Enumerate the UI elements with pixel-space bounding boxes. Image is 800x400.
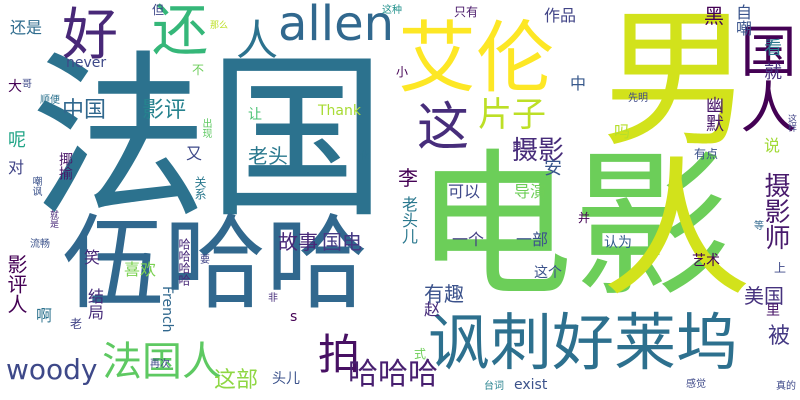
word-toupu: 头儿: [272, 371, 300, 387]
word-jiushi: 就是: [48, 210, 58, 228]
word-a: 啊: [36, 306, 53, 325]
word-shi: 式: [414, 347, 427, 361]
word-chaofeng: 嘲讽: [30, 176, 41, 196]
word-wuhaha: 伍哈哈: [62, 205, 368, 324]
word-zheyang: 这样: [786, 114, 796, 132]
word-jiegou: 结局: [85, 288, 104, 320]
word-rang: 让: [248, 107, 262, 123]
word-pianzi: 片子: [478, 95, 546, 135]
word-s: s: [290, 309, 298, 325]
word-guoren: 国人: [731, 22, 796, 134]
word-zhende: 真的: [776, 381, 796, 392]
word-fei: 非: [268, 293, 278, 304]
word-hahahaha: 哈哈哈哈: [177, 238, 191, 286]
word-nanren: 男人: [576, 0, 750, 300]
word-ne: 呢: [8, 130, 26, 151]
word-hua: 化: [360, 151, 370, 162]
word-ailun: 艾伦: [398, 14, 555, 104]
word-da: 大: [8, 79, 22, 95]
word-bei: 被: [768, 324, 791, 349]
word-zichao: 自嘲: [733, 4, 752, 36]
word-youdian: 有点: [694, 147, 719, 161]
word-deng: 等: [754, 221, 764, 232]
word-thank: Thank: [318, 103, 361, 119]
word-zaici: 再次: [150, 359, 170, 370]
word-yibu: 一部: [516, 230, 549, 249]
word-lao: 老: [70, 317, 83, 331]
word-faguoren: 法国人: [102, 339, 222, 385]
word-zhong: 中: [570, 74, 587, 93]
word-shezhi: 摄影: [512, 136, 565, 166]
word-zhege: 这个: [534, 265, 562, 281]
word-never: never: [66, 55, 107, 71]
word-ziji: 自己: [512, 141, 532, 152]
word-guodian: 国电: [322, 230, 362, 254]
word-ren: 人: [236, 16, 279, 65]
word-dan: 但: [152, 3, 165, 17]
word-shang: 上: [774, 261, 787, 275]
word-ganjue: 感觉: [686, 379, 706, 390]
word-renwei: 认为: [604, 235, 632, 251]
word-sheyingshi: 摄影师: [760, 172, 790, 250]
word-zhebu: 这部: [214, 368, 259, 393]
word-kan: 看: [764, 38, 782, 59]
word-li2: 李: [398, 166, 418, 190]
word-faguo: 法国: [30, 35, 386, 242]
word-zhiyou: 只有: [454, 5, 479, 19]
word-bu: 不: [192, 63, 205, 77]
word-ge: 哥: [22, 79, 32, 90]
word-dui: 对: [8, 158, 25, 177]
word-xianming: 先明: [628, 93, 648, 104]
word-hao: 好: [62, 3, 118, 68]
word-xihuan: 喜欢: [124, 260, 157, 279]
word-yige: 一个: [452, 230, 485, 249]
word-xiao: 笑: [84, 248, 101, 267]
word-guanxi: 关系: [193, 176, 207, 200]
word-zhao: 赵: [424, 300, 441, 319]
word-xiao2: 小: [396, 65, 409, 79]
word-yeyu: 揶揄: [57, 152, 73, 180]
word-laotouer: 老头儿: [399, 196, 418, 244]
word-zhongguo: 中国: [62, 98, 107, 123]
word-li: 里: [766, 303, 780, 319]
word-yingping: 影评: [142, 98, 187, 123]
word-fengci: 讽刺好莱坞: [428, 306, 739, 379]
word-liuchang: 流畅: [30, 239, 50, 250]
word-gushi: 故事: [278, 230, 318, 254]
word-laotou: 老头: [248, 144, 288, 168]
word-yingpingren: 影评人: [4, 254, 28, 314]
word-hai: 还: [152, 0, 208, 64]
word-french: French: [159, 286, 175, 333]
word-daoyan: 导演: [514, 182, 547, 201]
word-jiu: 就: [764, 62, 782, 83]
word-youqu: 有趣: [424, 282, 464, 306]
word-yishu: 艺术: [692, 253, 720, 269]
word-name: 那么: [210, 21, 229, 31]
word-yao: 要: [200, 255, 210, 266]
word-zhe: 这: [417, 98, 470, 158]
word-shunbian: 顺便: [40, 95, 60, 106]
word-bing: 并: [578, 211, 591, 225]
word-shuo: 说: [764, 136, 781, 155]
word-exist: exist: [514, 377, 548, 393]
word-zuopin: 作品: [544, 6, 577, 25]
word-woody: woody: [6, 353, 98, 386]
word-haishi: 还是: [10, 18, 43, 37]
word-youmo: 幽默: [703, 96, 724, 132]
word-you: 又: [186, 144, 203, 163]
word-an: 安: [544, 158, 562, 179]
word-pai: 拍: [318, 330, 361, 379]
word-meiguo: 美国: [744, 284, 784, 308]
word-allen: allen: [278, 0, 395, 52]
word-hahaha: 哈哈哈: [348, 357, 438, 392]
word-keyi: 可以: [448, 182, 481, 201]
word-hei: 黑: [704, 4, 724, 28]
word-taici: 台词: [484, 381, 504, 392]
word-ma: 吗: [614, 122, 631, 141]
word-dianying: 电影: [415, 135, 731, 319]
word-chuxian: 出现: [200, 118, 211, 138]
word-zhezhong: 这种: [382, 5, 402, 16]
